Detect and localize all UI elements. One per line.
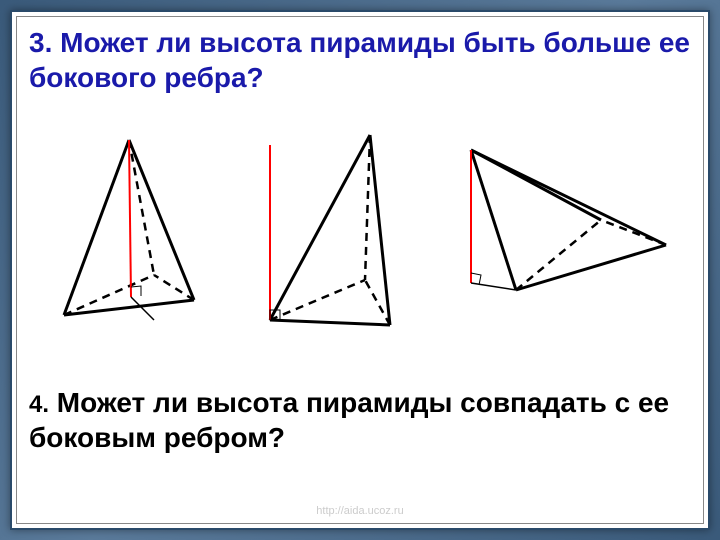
diagrams-row <box>29 105 691 365</box>
pyramid-2 <box>240 125 420 345</box>
pyramid-1 <box>39 125 219 345</box>
question-3-number: 3. <box>29 27 52 58</box>
question-4: 4. Может ли высота пирамиды совпадать с … <box>29 385 691 455</box>
slide-outer-frame: 3. Может ли высота пирамиды быть больше … <box>10 10 710 530</box>
question-4-number: 4. <box>29 391 49 418</box>
question-4-text: Может ли высота пирамиды совпадать с ее … <box>29 387 669 453</box>
footer-link: http://aida.ucoz.ru <box>17 505 703 517</box>
question-3: 3. Может ли высота пирамиды быть больше … <box>29 25 691 95</box>
question-3-text: Может ли высота пирамиды быть больше ее … <box>29 27 690 93</box>
pyramid-3 <box>441 135 681 335</box>
slide-inner-frame: 3. Может ли высота пирамиды быть больше … <box>16 16 704 524</box>
